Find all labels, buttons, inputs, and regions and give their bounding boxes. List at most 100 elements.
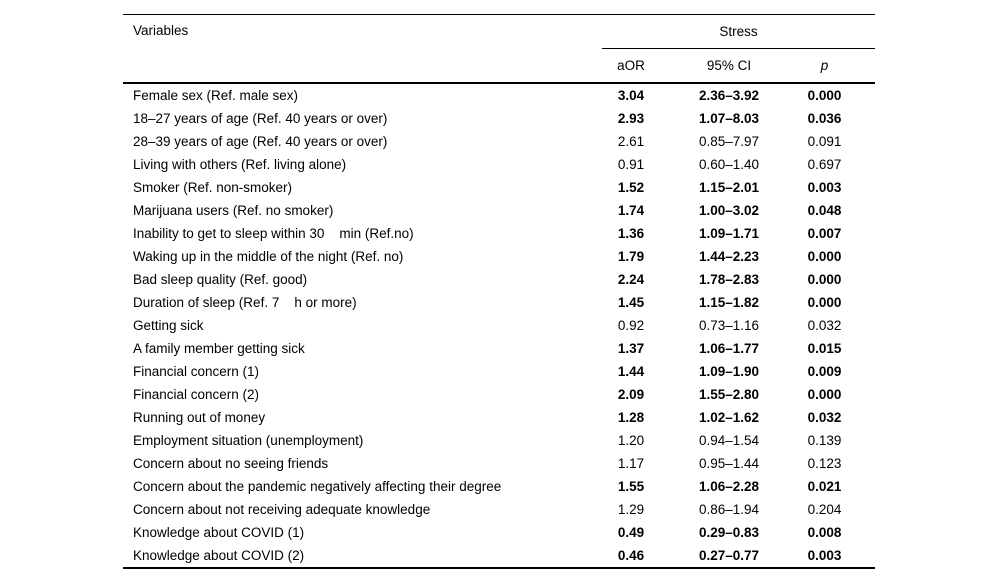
table-row: A family member getting sick 1.37 1.06–1… xyxy=(123,337,875,360)
aor-cell: 0.92 xyxy=(617,317,645,333)
ci-cell: 1.09–1.71 xyxy=(698,225,760,241)
p-cell: 0.000 xyxy=(807,271,842,287)
table-row: 18–27 years of age (Ref. 40 years or ove… xyxy=(123,107,875,130)
ci-cell: 0.60–1.40 xyxy=(698,156,760,172)
variable-cell: Smoker (Ref. non-smoker) xyxy=(133,179,293,195)
p-cell: 0.000 xyxy=(807,87,842,103)
aor-cell: 2.93 xyxy=(617,110,645,126)
p-cell: 0.036 xyxy=(807,110,842,126)
table-row: Concern about no seeing friends 1.17 0.9… xyxy=(123,452,875,475)
ci-cell: 1.06–1.77 xyxy=(698,340,760,356)
ci-cell: 0.73–1.16 xyxy=(698,317,760,333)
ci-cell: 1.09–1.90 xyxy=(698,363,760,379)
ci-cell: 0.27–0.77 xyxy=(698,547,760,563)
spanner-row: Variables Stress xyxy=(123,14,876,84)
p-column-header: p xyxy=(798,48,876,84)
p-cell: 0.091 xyxy=(807,133,842,149)
aor-cell: 1.29 xyxy=(617,501,645,517)
ci-cell: 1.15–1.82 xyxy=(698,294,760,310)
aor-cell: 1.45 xyxy=(617,294,645,310)
stress-spanner-header: Stress xyxy=(602,14,876,49)
variable-cell: Living with others (Ref. living alone) xyxy=(133,156,347,172)
table-header: Variables Stress aOR 95% CI p xyxy=(123,14,876,84)
variable-cell: A family member getting sick xyxy=(133,340,305,356)
aor-cell: 1.36 xyxy=(617,225,645,241)
p-cell: 0.139 xyxy=(807,432,842,448)
table-row: Smoker (Ref. non-smoker) 1.52 1.15–2.01 … xyxy=(123,176,875,199)
aor-cell: 1.74 xyxy=(617,202,645,218)
aor-cell: 1.55 xyxy=(617,478,645,494)
p-cell: 0.008 xyxy=(807,524,842,540)
ci-cell: 2.36–3.92 xyxy=(698,87,760,103)
variable-cell: Female sex (Ref. male sex) xyxy=(133,87,299,103)
p-cell: 0.003 xyxy=(807,179,842,195)
p-cell: 0.123 xyxy=(807,455,842,471)
table-row: Financial concern (1) 1.44 1.09–1.90 0.0… xyxy=(123,360,875,383)
ci-cell: 1.44–2.23 xyxy=(698,248,760,264)
p-cell: 0.000 xyxy=(807,386,842,402)
aor-cell: 0.46 xyxy=(617,547,645,563)
p-cell: 0.000 xyxy=(807,248,842,264)
table-row: Knowledge about COVID (2) 0.46 0.27–0.77… xyxy=(123,544,875,568)
aor-column-header: aOR xyxy=(602,48,660,84)
aor-cell: 0.49 xyxy=(617,524,645,540)
ci-cell: 1.78–2.83 xyxy=(698,271,760,287)
aor-cell: 2.61 xyxy=(617,133,645,149)
variable-cell: Getting sick xyxy=(133,317,204,333)
variable-cell: Bad sleep quality (Ref. good) xyxy=(133,271,308,287)
p-cell: 0.000 xyxy=(807,294,842,310)
variable-cell: Employment situation (unemployment) xyxy=(133,432,364,448)
variable-cell: Knowledge about COVID (2) xyxy=(133,547,305,563)
variable-cell: Running out of money xyxy=(133,409,266,425)
aor-cell: 2.24 xyxy=(617,271,645,287)
ci-cell: 1.00–3.02 xyxy=(698,202,760,218)
table-row: Knowledge about COVID (1) 0.49 0.29–0.83… xyxy=(123,521,875,544)
p-cell: 0.003 xyxy=(807,547,842,563)
table-row: Financial concern (2) 2.09 1.55–2.80 0.0… xyxy=(123,383,875,406)
table-row: Bad sleep quality (Ref. good) 2.24 1.78–… xyxy=(123,268,875,291)
ci-cell: 0.95–1.44 xyxy=(698,455,760,471)
variable-cell: Marijuana users (Ref. no smoker) xyxy=(133,202,334,218)
aor-cell: 1.52 xyxy=(617,179,645,195)
p-cell: 0.007 xyxy=(807,225,842,241)
ci-cell: 1.06–2.28 xyxy=(698,478,760,494)
table-body: Female sex (Ref. male sex) 3.04 2.36–3.9… xyxy=(123,83,875,568)
ci-cell: 0.85–7.97 xyxy=(698,133,760,149)
aor-cell: 1.79 xyxy=(617,248,645,264)
p-cell: 0.015 xyxy=(807,340,842,356)
p-cell: 0.021 xyxy=(807,478,842,494)
ci-cell: 1.02–1.62 xyxy=(698,409,760,425)
ci-cell: 0.29–0.83 xyxy=(698,524,760,540)
aor-cell: 1.20 xyxy=(617,432,645,448)
p-cell: 0.009 xyxy=(807,363,842,379)
aor-cell: 0.91 xyxy=(617,156,645,172)
p-cell: 0.032 xyxy=(807,409,842,425)
p-cell: 0.204 xyxy=(807,501,842,517)
aor-cell: 1.37 xyxy=(617,340,645,356)
aor-cell: 2.09 xyxy=(617,386,645,402)
table-row: Waking up in the middle of the night (Re… xyxy=(123,245,875,268)
table-row: Living with others (Ref. living alone) 0… xyxy=(123,153,875,176)
variable-cell: 18–27 years of age (Ref. 40 years or ove… xyxy=(133,110,388,126)
ci-cell: 1.15–2.01 xyxy=(698,179,760,195)
variable-cell: Inability to get to sleep within 30 min … xyxy=(133,225,414,241)
table-row: Running out of money 1.28 1.02–1.62 0.03… xyxy=(123,406,875,429)
subheader-row: aOR 95% CI p xyxy=(123,48,876,84)
ci-cell: 1.07–8.03 xyxy=(698,110,760,126)
variable-cell: Waking up in the middle of the night (Re… xyxy=(133,248,404,264)
variable-cell: 28–39 years of age (Ref. 40 years or ove… xyxy=(133,133,388,149)
stress-aor-table: Variables Stress aOR 95% CI p Female sex… xyxy=(123,14,876,569)
aor-cell: 1.28 xyxy=(617,409,645,425)
ci-cell: 0.94–1.54 xyxy=(698,432,760,448)
ci-cell: 1.55–2.80 xyxy=(698,386,760,402)
variable-cell: Financial concern (1) xyxy=(133,363,260,379)
table-row: 28–39 years of age (Ref. 40 years or ove… xyxy=(123,130,875,153)
table-row: Duration of sleep (Ref. 7 h or more) 1.4… xyxy=(123,291,875,314)
variable-cell: Duration of sleep (Ref. 7 h or more) xyxy=(133,294,357,310)
table-row: Concern about the pandemic negatively af… xyxy=(123,475,875,498)
table-row: Concern about not receiving adequate kno… xyxy=(123,498,875,521)
variables-column-header: Variables xyxy=(123,14,602,84)
aor-cell: 1.44 xyxy=(617,363,645,379)
table-row: Inability to get to sleep within 30 min … xyxy=(123,222,875,245)
